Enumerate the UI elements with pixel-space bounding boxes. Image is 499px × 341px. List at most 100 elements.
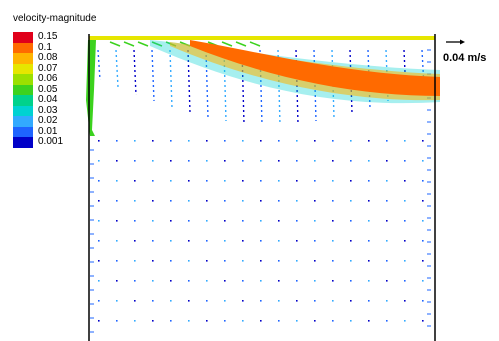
vector-dot (134, 300, 136, 302)
vector-dot (170, 220, 172, 222)
vector-dot (260, 200, 262, 202)
vector-dot (422, 240, 424, 242)
vector-dot (134, 220, 136, 222)
vector-dot (224, 220, 226, 222)
lid-vector (235, 41, 247, 47)
vector-dot (350, 200, 352, 202)
vector-dot (278, 260, 280, 262)
vector-dot (224, 260, 226, 262)
vector-dot (404, 240, 406, 242)
vector-dot (404, 300, 406, 302)
legend-label: 0.07 (38, 62, 58, 74)
vector-dot (116, 240, 118, 242)
legend-label: 0.001 (38, 136, 64, 147)
vector-dot (242, 320, 244, 322)
legend-label: 0.15 (38, 31, 58, 42)
vector-dot (260, 280, 262, 282)
vector-dot (386, 180, 388, 182)
vector-dot (314, 280, 316, 282)
vector-dot (296, 280, 298, 282)
vector-dot (170, 140, 172, 142)
vector-dot (404, 140, 406, 142)
vector-dot (314, 180, 316, 182)
vector-streak (241, 49, 245, 125)
vector-dot (350, 180, 352, 182)
vector-dot (404, 200, 406, 202)
vector-streak (295, 49, 299, 125)
vector-dot (278, 320, 280, 322)
vector-dot (278, 140, 280, 142)
lid-band (89, 36, 435, 40)
vector-dot (170, 260, 172, 262)
vector-dot (188, 320, 190, 322)
vector-dot (188, 160, 190, 162)
vector-dot (350, 280, 352, 282)
vector-dot (224, 160, 226, 162)
vector-dot (314, 200, 316, 202)
vector-dot (314, 300, 316, 302)
legend-swatch (13, 42, 33, 53)
vector-streak (187, 49, 191, 114)
lid-vector (221, 41, 233, 47)
vector-streak (115, 49, 119, 88)
vector-dot (188, 140, 190, 142)
legend-label: 0.08 (38, 52, 58, 63)
vector-dot (332, 300, 334, 302)
lid-vector (151, 41, 163, 47)
vector-dot (206, 180, 208, 182)
vector-dot (278, 240, 280, 242)
vector-dot (422, 280, 424, 282)
vector-dot (152, 300, 154, 302)
vector-dot (98, 200, 100, 202)
vector-dot (242, 300, 244, 302)
vector-dot (296, 180, 298, 182)
vector-dot (224, 300, 226, 302)
vector-dot (134, 180, 136, 182)
vector-dot (170, 280, 172, 282)
vector-dot (134, 260, 136, 262)
vector-dot (278, 200, 280, 202)
vector-dot (206, 300, 208, 302)
vector-dot (260, 300, 262, 302)
vector-dot (296, 160, 298, 162)
vector-dot (350, 220, 352, 222)
vector-dot (206, 260, 208, 262)
vector-dot (314, 160, 316, 162)
vector-dot (116, 140, 118, 142)
vector-dot (368, 240, 370, 242)
vector-dot (314, 140, 316, 142)
vector-dot (134, 240, 136, 242)
legend-label: 0.06 (38, 73, 58, 84)
vector-dot (188, 280, 190, 282)
vector-dot (278, 180, 280, 182)
vector-dot (152, 160, 154, 162)
vector-dot (188, 300, 190, 302)
vector-dot (134, 200, 136, 202)
vector-dot (350, 300, 352, 302)
vector-dot (206, 200, 208, 202)
vector-dot (98, 240, 100, 242)
vector-dot (242, 180, 244, 182)
vector-dot (206, 220, 208, 222)
legend-label: 0.05 (38, 83, 58, 95)
vector-dot (242, 200, 244, 202)
vector-dot (368, 160, 370, 162)
vector-dot (332, 160, 334, 162)
legend-title: velocity-magnitude (13, 13, 97, 24)
vector-dot (242, 160, 244, 162)
vector-dot (404, 320, 406, 322)
vector-dot (260, 240, 262, 242)
vector-dot (404, 160, 406, 162)
vector-dot (206, 140, 208, 142)
vector-dot (368, 180, 370, 182)
vector-dot (260, 180, 262, 182)
vector-streak (331, 49, 335, 119)
vector-dot (116, 180, 118, 182)
lid-vector (249, 41, 261, 47)
vector-dot (332, 200, 334, 202)
jet-core (190, 40, 440, 96)
vector-dot (368, 260, 370, 262)
vector-dot (134, 320, 136, 322)
vector-dot (116, 320, 118, 322)
